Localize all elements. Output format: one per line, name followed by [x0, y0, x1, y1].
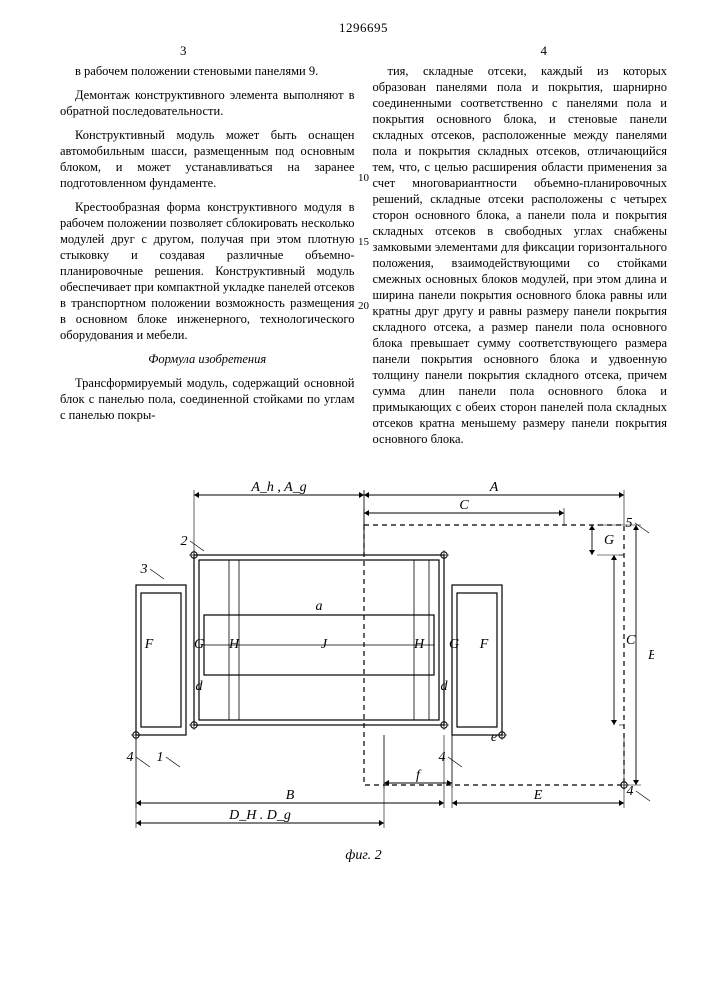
col-num-left: 3 [180, 43, 187, 60]
svg-text:d: d [195, 679, 203, 694]
figure-caption: фиг. 2 [60, 847, 667, 865]
para: в рабочем положении стеновыми панелями 9… [60, 63, 355, 79]
svg-text:H: H [412, 637, 424, 652]
svg-text:5: 5 [625, 516, 632, 531]
svg-text:f: f [416, 768, 422, 783]
svg-text:e: e [490, 730, 496, 745]
svg-text:D_H . D_g: D_H . D_g [228, 808, 291, 823]
svg-text:a: a [315, 599, 322, 614]
svg-text:d: d [440, 679, 448, 694]
svg-text:4: 4 [438, 750, 445, 765]
svg-text:E: E [532, 788, 542, 803]
column-right: тия, складные отсеки, каждый из которых … [373, 63, 668, 455]
para: Демонтаж конструктивного элемента выполн… [60, 87, 355, 119]
para: Крестообразная форма конструктивного мод… [60, 199, 355, 343]
svg-text:A: A [488, 480, 498, 495]
svg-text:G: G [448, 637, 458, 652]
svg-text:G: G [193, 637, 203, 652]
svg-text:C: C [626, 633, 636, 648]
svg-text:4: 4 [126, 750, 133, 765]
doc-number: 1296695 [60, 20, 667, 37]
line-marker: 15 [354, 235, 374, 249]
formula-title: Формула изобретения [60, 351, 355, 367]
figure: A_h , A_gACBED_H . D_gfBCGFGHJHGFadde235… [60, 465, 667, 865]
para: тия, складные отсеки, каждый из которых … [373, 63, 668, 447]
svg-text:3: 3 [139, 562, 147, 577]
svg-text:B: B [648, 648, 654, 663]
svg-text:4: 4 [626, 784, 633, 799]
svg-text:F: F [143, 637, 153, 652]
para: Трансформируемый модуль, содержащий осно… [60, 375, 355, 423]
svg-text:G: G [604, 533, 614, 548]
svg-text:1: 1 [156, 750, 163, 765]
line-marker: 10 [354, 171, 374, 185]
svg-text:C: C [459, 498, 469, 513]
svg-text:J: J [320, 637, 327, 652]
column-left: в рабочем положении стеновыми панелями 9… [60, 63, 355, 455]
para: Конструктивный модуль может быть оснащен… [60, 127, 355, 191]
svg-text:A_h , A_g: A_h , A_g [250, 480, 306, 495]
svg-text:B: B [285, 788, 294, 803]
svg-text:F: F [478, 637, 488, 652]
line-marker: 20 [354, 299, 374, 313]
svg-text:H: H [227, 637, 239, 652]
svg-text:2: 2 [180, 534, 187, 549]
col-num-right: 4 [541, 43, 548, 60]
